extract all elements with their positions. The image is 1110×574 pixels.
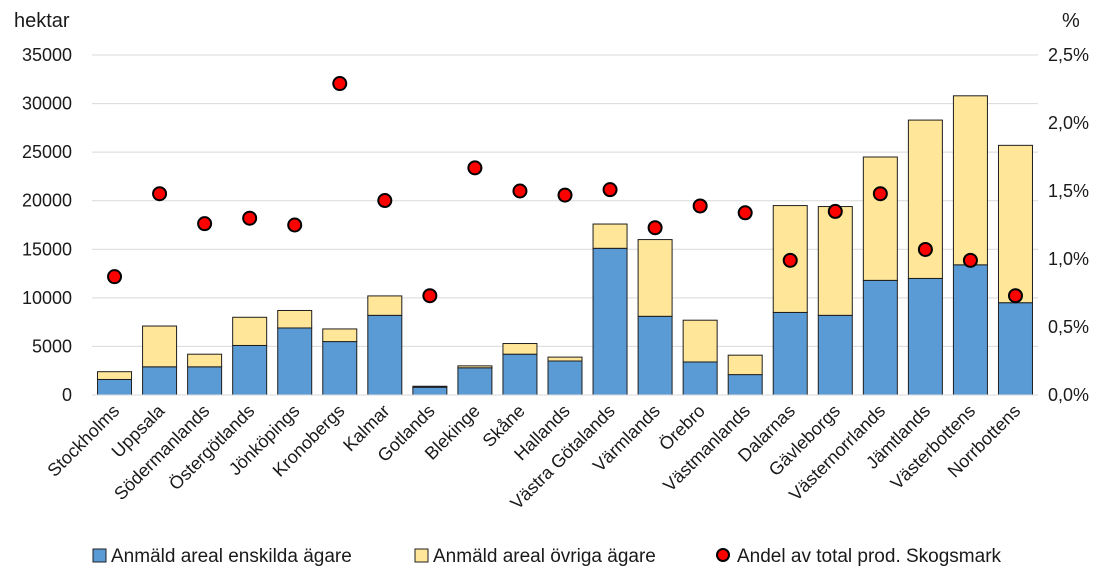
bar-enskilda [952,264,988,396]
point-andel [197,216,213,232]
bar-enskilda [592,247,628,396]
bar-enskilda [322,341,358,396]
point-andel [692,198,708,214]
point-andel [602,182,618,198]
point-andel [107,269,123,285]
bar-enskilda [187,366,223,396]
category-labels: StockholmsUppsalaSödermanlandsÖstergötla… [43,400,1024,513]
share-points [107,76,1023,304]
bar-enskilda [547,360,583,396]
point-andel [512,183,528,199]
bar-ovriga [817,206,853,316]
point-andel [917,241,933,257]
bar-ovriga [277,309,313,329]
point-andel [377,193,393,209]
right-tick-label: 1,0% [1048,249,1089,269]
bar-ovriga [727,354,763,376]
point-andel [557,187,573,203]
legend-swatch-ovriga [414,548,429,563]
point-andel [467,160,483,176]
point-andel [152,186,168,202]
bar-enskilda [232,344,268,396]
bar-enskilda [772,311,808,396]
bar-ovriga [502,343,538,355]
legend-label-enskilda: Anmäld areal enskilda ägare [111,546,352,567]
legend-label-andel: Andel av total prod. Skogsmark [737,546,1002,567]
gridlines [92,54,1038,347]
bar-ovriga [592,223,628,249]
bar-ovriga [97,371,133,380]
left-tick-label: 0 [62,385,72,405]
left-tick-label: 10000 [22,288,72,308]
point-andel [872,186,888,202]
bar-ovriga [232,316,268,346]
bar-ovriga [997,144,1033,304]
left-tick-label: 35000 [22,45,72,65]
bar-enskilda [862,279,898,396]
right-axis-ticks: 0,0% 0,5% 1,0% 1,5% 2,0% 2,5% [1048,45,1089,405]
bar-ovriga [547,356,583,362]
bars [97,95,1033,396]
bar-enskilda [727,374,763,396]
right-tick-label: 0,5% [1048,317,1089,337]
left-tick-label: 20000 [22,191,72,211]
point-andel [827,203,843,219]
legend: Anmäld areal enskilda ägare Anmäld areal… [92,546,1002,567]
left-tick-label: 15000 [22,239,72,259]
bar-ovriga [412,385,448,388]
point-andel [962,252,978,268]
left-tick-label: 5000 [32,336,72,356]
bar-ovriga [952,95,988,266]
point-andel [422,288,438,304]
bar-enskilda [997,302,1033,396]
category-label: Stockholms [43,401,123,481]
point-andel [647,220,663,236]
left-axis-ticks: 0 5000 10000 15000 20000 25000 30000 35000 [22,45,72,405]
bar-enskilda [412,386,448,396]
bar-ovriga [682,319,718,363]
bar-ovriga [142,325,178,368]
bar-ovriga [862,156,898,281]
bar-enskilda [277,327,313,396]
bar-ovriga [367,295,403,316]
right-tick-label: 2,0% [1048,113,1089,133]
left-axis-label: hektar [14,10,70,32]
right-tick-label: 1,5% [1048,181,1089,201]
point-andel [1007,288,1023,304]
point-andel [782,252,798,268]
bar-enskilda [97,378,133,396]
bar-enskilda [142,366,178,396]
bar-ovriga [457,365,493,369]
bar-ovriga [187,353,223,368]
bar-ovriga [637,239,673,317]
bar-enskilda [637,315,673,396]
right-tick-label: 2,5% [1048,45,1089,65]
point-andel [287,217,303,233]
legend-label-ovriga: Anmäld areal övriga ägare [433,546,656,567]
point-andel [332,76,348,92]
bar-enskilda [502,353,538,396]
bar-enskilda [457,367,493,396]
right-axis-label: % [1062,10,1080,32]
bar-enskilda [367,314,403,396]
bar-enskilda [817,314,853,396]
left-tick-label: 30000 [22,94,72,114]
bar-enskilda [682,361,718,396]
bar-enskilda [907,277,943,396]
right-tick-label: 0,0% [1048,385,1089,405]
point-andel [242,210,258,226]
point-andel [737,205,753,221]
legend-marker-andel [716,548,730,562]
bar-ovriga [322,328,358,343]
left-tick-label: 25000 [22,142,72,162]
legend-swatch-enskilda [92,548,107,563]
